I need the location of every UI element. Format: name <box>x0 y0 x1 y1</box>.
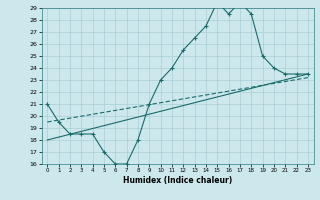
X-axis label: Humidex (Indice chaleur): Humidex (Indice chaleur) <box>123 176 232 185</box>
